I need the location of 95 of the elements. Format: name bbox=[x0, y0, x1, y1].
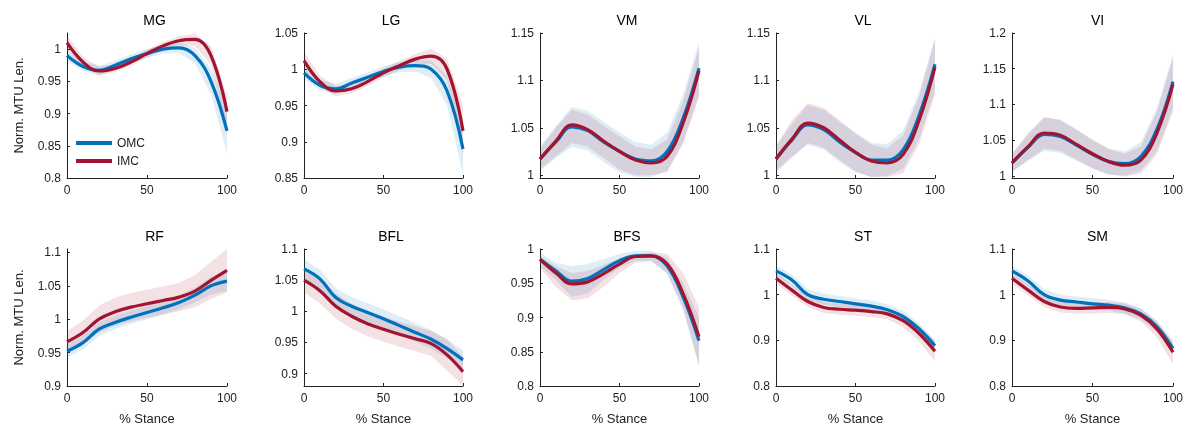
x-tick-label: 50 bbox=[376, 183, 391, 197]
y-tick-label: 1.1 bbox=[989, 97, 1007, 112]
y-tick-label: 1 bbox=[763, 168, 771, 183]
y-tick-label: 0.95 bbox=[274, 98, 299, 113]
chart-title: VL bbox=[854, 12, 872, 28]
y-tick-label: 0.8 bbox=[753, 379, 771, 393]
y-tick-label: 1.15 bbox=[510, 26, 535, 40]
y-tick-label: 0.9 bbox=[753, 333, 771, 348]
x-tick-label: 0 bbox=[772, 391, 780, 405]
y-tick-label: 1.1 bbox=[753, 73, 771, 88]
y-tick-label: 0.9 bbox=[989, 333, 1007, 348]
y-tick-label: 0.8 bbox=[517, 379, 535, 393]
y-tick-label: 1 bbox=[763, 287, 771, 302]
y-tick-label: 1.1 bbox=[44, 245, 62, 260]
y-tick-label: 0.95 bbox=[510, 276, 535, 291]
x-tick-label: 100 bbox=[1162, 391, 1184, 405]
y-tick-label: 0.85 bbox=[274, 171, 299, 185]
y-tick-label: 1 bbox=[527, 168, 535, 183]
y-axis-title: Norm. MTU Len. bbox=[11, 57, 26, 154]
y-tick-label: 1.05 bbox=[274, 26, 299, 40]
y-axis-title: Norm. MTU Len. bbox=[11, 269, 26, 366]
legend-label: OMC bbox=[117, 136, 146, 150]
y-tick-label: 1.15 bbox=[982, 61, 1007, 76]
y-tick-label: 0.9 bbox=[44, 379, 62, 393]
legend-label: IMC bbox=[117, 154, 140, 168]
x-tick-label: 100 bbox=[1162, 183, 1184, 197]
x-tick-label: 100 bbox=[452, 183, 474, 197]
x-tick-label: 0 bbox=[300, 391, 308, 405]
y-tick-label: 1.1 bbox=[989, 242, 1007, 256]
x-tick-label: 100 bbox=[688, 391, 710, 405]
y-tick-label: 1.05 bbox=[510, 120, 535, 135]
chart-title: BFL bbox=[378, 228, 405, 244]
y-tick-label: 1.1 bbox=[281, 242, 299, 256]
chart-title: LG bbox=[381, 12, 401, 28]
x-tick-label: 50 bbox=[612, 391, 627, 405]
x-tick-label: 50 bbox=[612, 183, 627, 197]
y-tick-label: 1 bbox=[54, 42, 62, 57]
x-tick-label: 100 bbox=[688, 183, 710, 197]
y-tick-label: 1.15 bbox=[746, 26, 771, 40]
y-tick-label: 0.85 bbox=[510, 344, 535, 359]
x-tick-label: 100 bbox=[216, 183, 238, 197]
y-tick-label: 0.95 bbox=[37, 345, 62, 360]
y-tick-label: 0.8 bbox=[44, 171, 62, 185]
y-tick-label: 0.9 bbox=[281, 134, 299, 149]
y-tick-label: 1.1 bbox=[517, 73, 535, 88]
y-tick-label: 1 bbox=[999, 168, 1007, 183]
y-tick-label: 0.9 bbox=[517, 310, 535, 325]
y-tick-label: 0.9 bbox=[281, 366, 299, 381]
y-tick-label: 1 bbox=[999, 287, 1007, 302]
x-tick-label: 0 bbox=[1008, 183, 1016, 197]
x-tick-label: 50 bbox=[376, 391, 391, 405]
y-tick-label: 0.95 bbox=[37, 74, 62, 89]
x-axis-title: % Stance bbox=[119, 411, 175, 426]
x-tick-label: 0 bbox=[536, 391, 544, 405]
x-tick-label: 100 bbox=[924, 391, 946, 405]
x-axis-title: % Stance bbox=[827, 411, 884, 426]
x-tick-label: 50 bbox=[848, 183, 863, 197]
y-tick-label: 0.85 bbox=[37, 138, 62, 153]
x-tick-label: 50 bbox=[848, 391, 863, 405]
y-tick-label: 1.05 bbox=[37, 278, 62, 293]
x-tick-label: 100 bbox=[924, 183, 946, 197]
x-tick-label: 100 bbox=[216, 391, 238, 405]
y-tick-label: 1.05 bbox=[982, 133, 1007, 148]
y-tick-label: 1 bbox=[291, 62, 299, 77]
chart-title: VI bbox=[1090, 12, 1105, 28]
x-tick-label: 0 bbox=[536, 183, 544, 197]
y-tick-label: 0.95 bbox=[274, 335, 299, 350]
y-tick-label: 1 bbox=[54, 312, 62, 327]
x-tick-label: 50 bbox=[140, 391, 154, 405]
x-tick-label: 0 bbox=[1008, 391, 1016, 405]
chart-title: VM bbox=[616, 12, 638, 28]
chart-title: BFS bbox=[613, 228, 641, 244]
x-tick-label: 100 bbox=[452, 391, 474, 405]
y-tick-label: 0.8 bbox=[989, 379, 1007, 393]
x-tick-label: 50 bbox=[1085, 391, 1100, 405]
x-axis-title: % Stance bbox=[591, 411, 648, 426]
chart-title: SM bbox=[1087, 228, 1108, 244]
chart-title: ST bbox=[854, 228, 873, 244]
x-tick-label: 50 bbox=[1085, 183, 1100, 197]
chart-title: RF bbox=[145, 228, 164, 244]
x-tick-label: 0 bbox=[772, 183, 780, 197]
x-tick-label: 0 bbox=[63, 391, 71, 405]
x-axis-title: % Stance bbox=[355, 411, 412, 426]
x-tick-label: 0 bbox=[63, 183, 71, 197]
y-tick-label: 0.9 bbox=[44, 106, 62, 121]
chart-title: MG bbox=[143, 12, 166, 28]
y-tick-label: 1.1 bbox=[753, 242, 771, 256]
y-tick-label: 1.05 bbox=[746, 120, 771, 135]
x-tick-label: 0 bbox=[300, 183, 308, 197]
x-tick-label: 50 bbox=[140, 183, 154, 197]
y-tick-label: 1.05 bbox=[274, 273, 299, 288]
x-axis-title: % Stance bbox=[1064, 411, 1121, 426]
y-tick-label: 1 bbox=[291, 304, 299, 319]
y-tick-label: 1 bbox=[527, 242, 535, 256]
y-tick-label: 1.2 bbox=[989, 26, 1007, 40]
